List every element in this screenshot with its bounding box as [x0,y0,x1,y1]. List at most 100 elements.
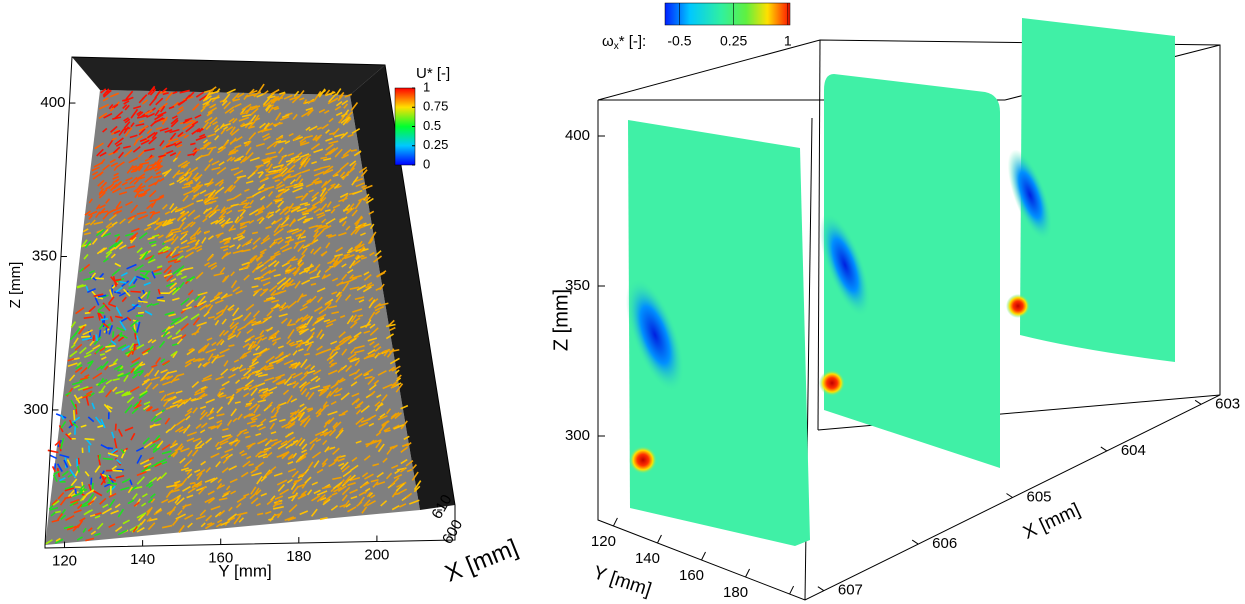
vector [182,164,189,169]
vector [97,312,101,321]
vector [65,514,75,521]
vector [125,371,132,376]
vector [281,169,291,178]
vector [222,293,233,299]
vector [216,419,223,424]
vector [363,499,371,507]
vector [300,156,309,166]
vector [199,146,207,150]
vector [95,345,104,354]
vector [365,442,371,446]
vector [135,399,142,408]
vector [285,159,294,163]
vector [204,477,216,483]
vector [165,251,173,259]
vector [244,404,252,408]
vector [145,468,151,472]
vector [51,465,57,472]
vector [150,493,156,499]
vector [311,191,320,199]
vector [277,345,284,349]
vector [133,501,140,507]
vector [96,247,106,255]
vector [294,280,301,289]
vector [183,202,195,209]
vector [272,174,283,180]
vector [118,244,127,250]
vector [176,338,183,345]
vector [301,340,310,345]
vector [321,428,329,434]
vector [239,155,248,164]
vector [146,128,153,135]
vector [301,279,311,285]
vector [180,477,188,487]
vector [375,431,382,437]
vector [137,191,148,197]
vector [146,506,153,516]
vector [205,124,212,130]
tick-mark [701,551,706,561]
vector [251,265,260,274]
vector [350,381,358,387]
vector [379,413,386,418]
vector [275,378,287,386]
vector [77,457,80,465]
vector [167,258,178,263]
tick-mark [745,568,750,578]
vector [332,255,341,266]
vector [114,241,124,250]
vector [280,317,288,324]
vector [251,190,262,198]
vector [361,506,368,514]
vector [262,318,268,324]
vector [251,472,262,477]
vector [238,364,243,370]
vector [114,315,123,319]
vector [328,140,339,145]
vector [195,181,202,187]
vector [285,184,296,189]
vector [64,485,74,490]
vector [125,176,133,182]
vector [158,194,165,199]
vector [139,137,147,143]
vector [97,304,106,312]
vector [98,378,108,385]
vector [129,386,140,393]
vector [251,354,262,362]
vector [268,268,277,275]
vector [290,342,299,347]
vector [225,220,234,225]
y-tick-label: 160 [208,550,233,567]
vector [300,235,307,239]
vector [229,147,237,154]
vector [89,339,95,347]
vector [348,260,356,269]
y-tick-label: 180 [286,548,311,565]
vector [354,345,365,350]
vector [194,245,203,250]
vector [57,513,64,521]
vector [354,243,365,250]
vector [273,505,284,510]
vector [89,219,96,226]
box [44,56,456,549]
vector [157,288,161,295]
vector [207,262,217,268]
vector [123,145,131,149]
vector [263,298,272,303]
vector [246,328,254,334]
vector [250,413,261,420]
vector [382,383,393,390]
vector [126,165,134,174]
vector [73,337,79,345]
vector [93,490,103,497]
vector [333,259,343,268]
vector [221,222,227,229]
vector [304,340,314,346]
vector [177,250,184,254]
vector [205,398,215,404]
vector [112,331,115,338]
vector [239,450,245,455]
